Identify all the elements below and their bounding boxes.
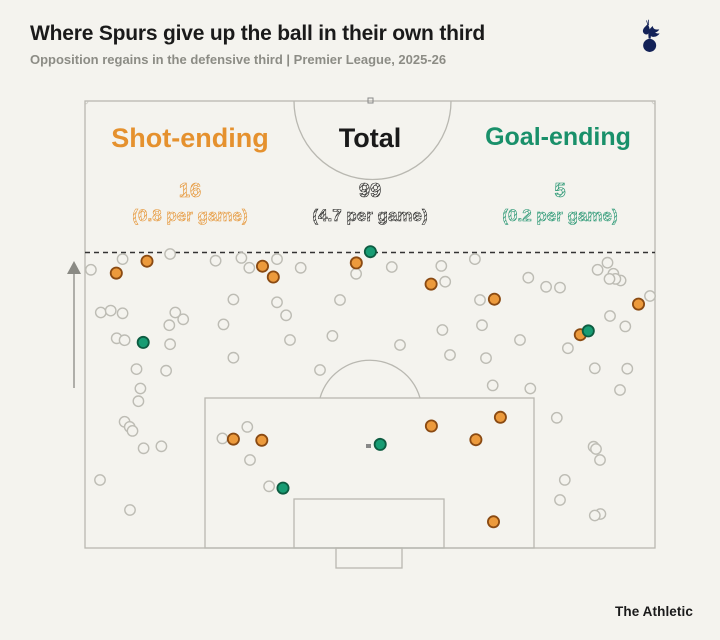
svg-text:99: 99 (359, 180, 381, 202)
svg-text:(4.7 per game): (4.7 per game) (312, 206, 427, 225)
svg-text:16: 16 (179, 180, 201, 202)
svg-text:(0.8 per game): (0.8 per game) (132, 206, 247, 225)
svg-text:(0.2 per game): (0.2 per game) (502, 206, 617, 225)
svg-text:5: 5 (554, 180, 565, 202)
